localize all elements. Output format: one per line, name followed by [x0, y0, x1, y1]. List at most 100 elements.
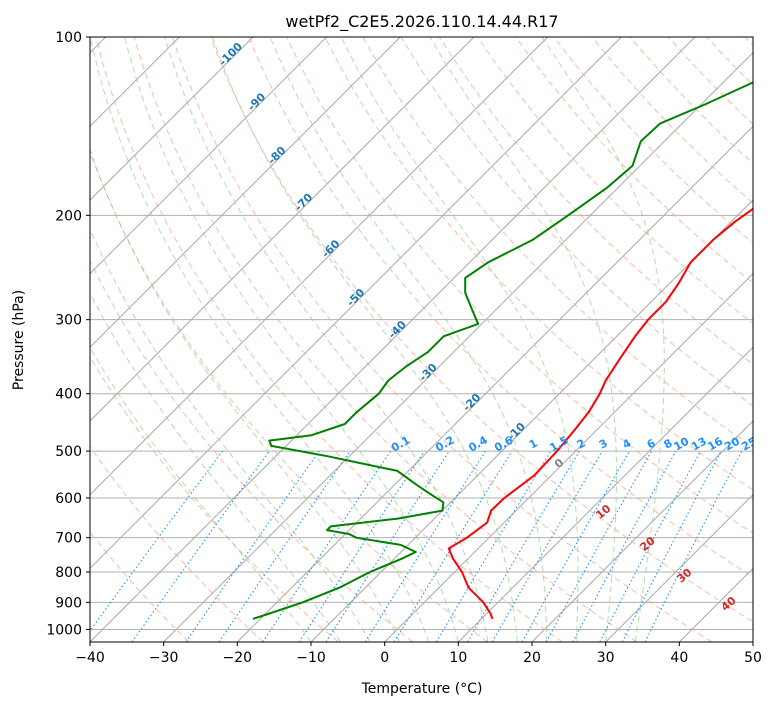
moist-adiabat-line: [90, 292, 341, 642]
dry-adiabat-line: [90, 445, 264, 642]
moist-adiabat-line: [211, 37, 518, 642]
dry-adiabat-line: [210, 37, 753, 623]
dry-adiabat-line: [90, 150, 488, 642]
temperature-profile-line: [447, 207, 753, 620]
isotherm-line: [236, 125, 753, 642]
x-tick-label: 20: [523, 650, 541, 666]
x-tick-label: 30: [597, 650, 615, 666]
mixing-ratio-line: [262, 450, 392, 642]
dry-adiabat-label: 0: [552, 456, 566, 471]
moist-adiabat-line: [541, 37, 665, 642]
x-tick-label: −20: [223, 650, 253, 666]
x-axis-label: Temperature (°C): [361, 681, 483, 697]
x-tick-label: −40: [75, 650, 105, 666]
dry-adiabat-line: [744, 37, 753, 47]
x-tick-label: −30: [149, 650, 179, 666]
y-tick-label: 800: [55, 565, 82, 581]
y-tick-label: 1000: [46, 622, 82, 638]
mixing-ratio-line: [644, 450, 743, 642]
mixing-ratio-line: [185, 450, 320, 642]
dry-adiabat-line: [171, 37, 712, 642]
mixing-ratio-label: 1: [527, 437, 540, 452]
dry-adiabat-label: 10: [593, 502, 613, 522]
mixing-ratio-line: [325, 450, 450, 642]
isotherm-line: [90, 37, 254, 201]
y-tick-label: 400: [55, 387, 82, 403]
isotherm-line: [310, 199, 753, 642]
x-tick-label: 40: [670, 650, 688, 666]
dry-adiabat-line: [286, 37, 753, 534]
chart-title: wetPf2_C2E5.2026.110.14.44.R17: [285, 12, 558, 32]
isotherm-line: [678, 567, 753, 642]
dry-adiabat-line: [668, 37, 753, 125]
y-tick-label: 900: [55, 595, 82, 611]
isotherm-line: [90, 37, 401, 349]
mixing-ratio-line: [572, 450, 677, 642]
moist-adiabat-line: [429, 37, 617, 642]
x-tick-label: 0: [380, 650, 389, 666]
mixing-ratio-line: [90, 450, 223, 632]
y-tick-label: 300: [55, 313, 82, 329]
y-tick-label: 500: [55, 444, 82, 460]
dewpoint-profile-line: [252, 81, 753, 620]
isotherm-line: [163, 51, 753, 642]
y-axis-label: Pressure (hPa): [11, 290, 27, 390]
dry-adiabat-label: 40: [719, 594, 739, 614]
isotherm-label: -20: [460, 391, 483, 414]
isotherm-line: [90, 37, 328, 275]
dry-adiabat-line: [248, 37, 753, 578]
x-tick-label: 50: [744, 650, 762, 666]
isotherm-line: [605, 493, 753, 642]
dry-adiabat-label: 20: [638, 534, 658, 554]
moist-adiabat-line: [90, 37, 430, 642]
mixing-ratio-label: 25: [739, 435, 759, 454]
isotherm-label: -90: [245, 90, 268, 113]
mixing-ratio-label: 4: [620, 436, 633, 451]
dry-adiabat-line: [477, 37, 753, 325]
x-tick-label: 10: [449, 650, 467, 666]
y-tick-label: 600: [55, 491, 82, 507]
x-tick-label: −10: [296, 650, 326, 666]
isotherm-label: -50: [344, 286, 367, 309]
mixing-ratio-line: [131, 450, 270, 642]
mixing-ratio-line: [218, 450, 351, 642]
mixing-ratio-line: [298, 450, 425, 642]
isotherm-line: [384, 272, 753, 642]
dry-adiabat-line: [95, 37, 563, 642]
dry-adiabat-line: [553, 37, 753, 244]
mixing-ratio-line: [545, 450, 653, 642]
moist-adiabat-line: [124, 37, 459, 642]
moist-adiabat-line: [90, 228, 371, 642]
isotherm-line: [457, 346, 753, 642]
moist-adiabat-line: [340, 37, 579, 642]
dry-adiabat-line: [591, 37, 753, 204]
moist-adiabat-line: [269, 37, 548, 642]
mixing-ratio-line: [393, 450, 513, 642]
mixing-ratio-label: 3: [597, 437, 610, 452]
y-tick-label: 100: [55, 30, 82, 46]
dry-adiabat-line: [90, 259, 414, 642]
moist-adiabat-line: [90, 346, 312, 642]
plot-frame: [89, 36, 754, 643]
isotherm-label: -100: [216, 40, 245, 69]
dry-adiabat-line: [90, 531, 190, 642]
moist-adiabat-line: [164, 37, 489, 642]
isotherm-line: [90, 37, 622, 570]
mixing-ratio-line: [521, 450, 630, 642]
isotherm-line: [752, 641, 753, 642]
isotherm-line: [90, 37, 696, 642]
dry-adiabat-line: [90, 356, 339, 642]
mixing-ratio-line: [364, 450, 486, 642]
y-tick-label: 200: [55, 208, 82, 224]
mixing-ratio-label: 36: [771, 434, 775, 453]
mixing-ratio-line: [467, 450, 580, 642]
y-tick-label: 700: [55, 531, 82, 547]
moist-adiabat-line: [90, 148, 400, 642]
dry-adiabat-line: [706, 37, 753, 86]
isotherm-line: [90, 37, 475, 422]
mixing-ratio-label: 2: [575, 437, 588, 452]
dry-adiabat-line: [515, 37, 753, 284]
isotherm-line: [531, 420, 753, 642]
mixing-ratio-label: 30: [756, 434, 775, 453]
